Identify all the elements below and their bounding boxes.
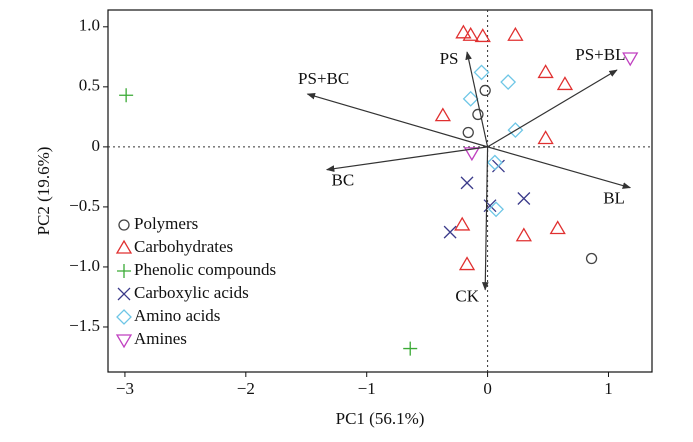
point	[443, 225, 457, 239]
legend-marker	[117, 287, 131, 301]
point	[486, 154, 503, 171]
arrow-label: PS	[440, 49, 459, 68]
arrow-label: PS+BL	[575, 45, 625, 64]
loading-arrow	[487, 146, 632, 189]
point	[474, 28, 491, 43]
point	[507, 26, 524, 41]
x-tick-label: −2	[237, 379, 255, 398]
loading-arrow	[487, 69, 618, 148]
point	[434, 107, 451, 122]
point	[537, 64, 554, 79]
point	[488, 201, 504, 218]
legend-label: Amines	[134, 329, 187, 348]
legend-label: Polymers	[134, 214, 198, 233]
point	[463, 147, 481, 162]
point	[500, 74, 517, 90]
y-tick-label: 1.0	[79, 16, 100, 35]
plot-frame	[107, 9, 653, 373]
point	[479, 84, 491, 97]
point	[473, 64, 490, 81]
point	[462, 90, 479, 107]
loading-arrow	[465, 51, 489, 148]
x-tick-label: −3	[116, 379, 134, 398]
legend-label: Phenolic compounds	[134, 260, 276, 279]
point	[515, 227, 532, 242]
legend-label: Amino acids	[134, 306, 220, 325]
arrow-label: BL	[603, 189, 625, 208]
point	[403, 341, 418, 356]
point	[462, 26, 479, 41]
arrow-label: PS+BC	[298, 69, 349, 88]
loading-arrow	[325, 146, 488, 172]
x-tick-label: 0	[483, 379, 492, 398]
point	[455, 24, 472, 39]
point	[537, 130, 554, 145]
loading-arrow	[481, 146, 489, 291]
point	[462, 126, 474, 139]
point	[585, 252, 598, 265]
legend-marker	[115, 334, 133, 349]
legend-marker	[118, 219, 130, 231]
x-axis-label: PC1 (56.1%)	[336, 409, 425, 428]
point	[472, 108, 484, 121]
point	[119, 88, 134, 103]
loading-arrow	[306, 92, 488, 148]
point	[622, 52, 639, 67]
point	[556, 76, 574, 91]
x-tick-label: 1	[604, 379, 613, 398]
arrow-label: BC	[332, 171, 355, 190]
point	[549, 220, 566, 235]
legend-label: Carboxylic acids	[134, 283, 249, 302]
legend-marker	[115, 239, 133, 254]
y-axis-label: PC2 (19.6%)	[34, 147, 53, 236]
point	[454, 216, 471, 231]
y-tick-label: −1.5	[69, 316, 100, 335]
x-tick-label: −1	[358, 379, 376, 398]
arrow-label: CK	[455, 287, 479, 306]
y-tick-label: 0.5	[79, 76, 100, 95]
point	[460, 176, 474, 190]
y-tick-label: −1.0	[69, 256, 100, 275]
y-tick-label: −0.5	[69, 196, 100, 215]
point	[458, 256, 476, 271]
legend-label: Carbohydrates	[134, 237, 233, 256]
legend-marker	[116, 309, 132, 325]
y-tick-label: 0	[92, 136, 101, 155]
point	[517, 192, 531, 205]
legend-marker	[117, 264, 131, 278]
